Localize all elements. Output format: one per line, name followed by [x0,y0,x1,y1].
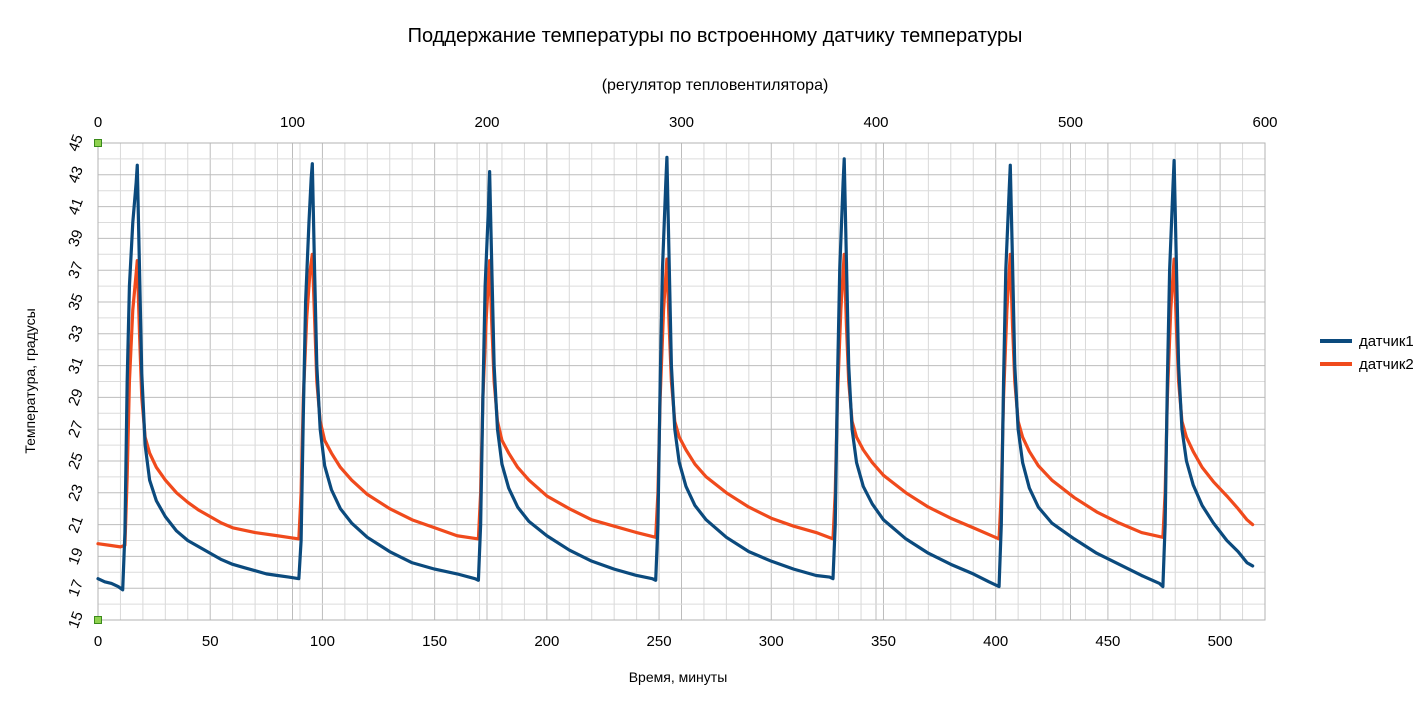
x-tick-label: 350 [871,633,896,650]
y-axis-tick-labels: 15 17 19 21 23 25 27 29 31 33 35 37 39 41 43 45 [65,132,87,630]
series-line-датчик1 [96,155,1255,592]
x2-tick-label: 600 [1252,114,1277,131]
x2-tick-label: 400 [863,114,888,131]
chart-subtitle: (регулятор тепловентилятора) [602,77,829,94]
legend-label-датчик1: датчик1 [1359,333,1414,350]
y-tick-label: 41 [65,196,87,217]
y-tick-label: 17 [65,577,87,598]
plot-area-frame [97,142,1266,621]
x2-tick-label: 300 [669,114,694,131]
selection-handles [94,139,102,624]
x-tick-label: 300 [759,633,784,650]
x-tick-label: 250 [647,633,672,650]
y-tick-label: 21 [65,514,87,535]
x-tick-label: 100 [310,633,335,650]
series-layer [96,155,1255,592]
y-tick-label: 23 [65,482,87,503]
x-tick-label: 150 [422,633,447,650]
chart-title: Поддержание температуры по встроенному д… [408,25,1023,47]
plot-border [97,142,1266,621]
legend-label-датчик2: датчик2 [1359,356,1414,373]
x-tick-label: 400 [983,633,1008,650]
y-tick-label: 33 [65,323,87,344]
x-tick-label: 0 [94,633,102,650]
legend: датчик1 датчик2 [1320,333,1414,373]
y-axis-label: Температура, градусы [22,308,38,453]
y-tick-label: 35 [65,291,87,312]
x-axis-tick-labels: 0 50 100 150 200 250 300 350 400 450 500 [94,633,1233,650]
y-tick-label: 15 [65,609,87,630]
y-tick-label: 19 [65,546,87,567]
x-tick-label: 200 [534,633,559,650]
x-axis-label: Время, минуты [629,669,728,685]
x2-tick-label: 200 [474,114,499,131]
axis-handle [94,616,102,624]
series-line-датчик2 [96,252,1255,549]
y-tick-label: 31 [65,355,87,376]
y-tick-label: 29 [65,387,87,408]
x2-tick-label: 500 [1058,114,1083,131]
secondary-x-axis-tick-labels: 0 100 200 300 400 500 600 [94,114,1278,131]
y-tick-label: 45 [65,132,87,153]
x-tick-label: 500 [1208,633,1233,650]
x2-tick-label: 0 [94,114,102,131]
axis-handle [94,139,102,147]
y-tick-label: 37 [65,259,87,280]
y-tick-label: 27 [65,418,87,439]
x2-tick-label: 100 [280,114,305,131]
x-tick-label: 50 [202,633,219,650]
y-tick-label: 25 [65,450,87,471]
y-tick-label: 39 [65,228,87,249]
x-tick-label: 450 [1095,633,1120,650]
y-tick-label: 43 [65,164,87,185]
